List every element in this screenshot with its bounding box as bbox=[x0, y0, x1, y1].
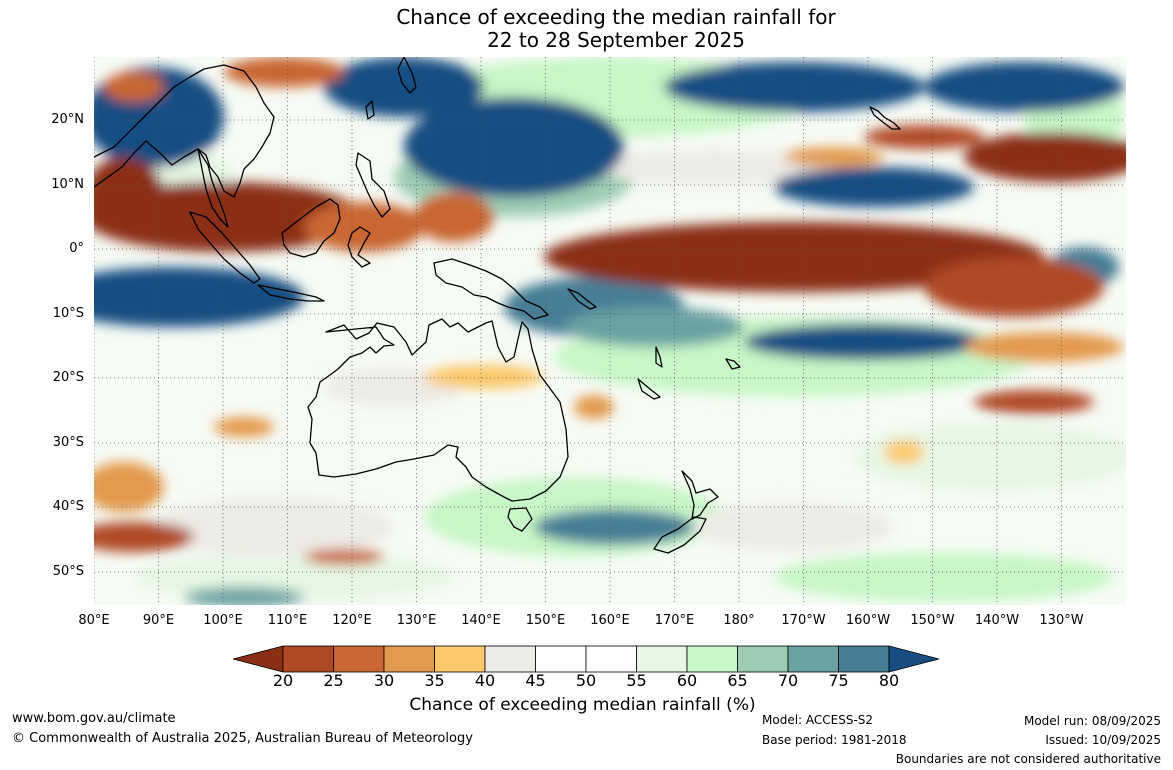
colorbar-segment bbox=[737, 645, 789, 673]
colorbar-tick-40: 40 bbox=[474, 671, 496, 690]
colorbar-tick-35: 35 bbox=[424, 671, 445, 690]
new-guinea-coastline bbox=[433, 258, 549, 320]
new-zealand-south-coastline bbox=[653, 516, 707, 554]
lon-label-110e: 110°E bbox=[267, 613, 308, 628]
taiwan-coastline bbox=[365, 100, 375, 120]
colorbar-segment bbox=[787, 645, 839, 673]
borneo-coastline bbox=[281, 198, 341, 258]
model-name: Model: ACCESS-S2 bbox=[762, 713, 874, 727]
lat-label-20n: 20°N bbox=[51, 112, 84, 127]
colorbar-extend-low bbox=[233, 645, 284, 673]
new-zealand-north-coastline bbox=[681, 470, 719, 520]
base-period: Base period: 1981-2018 bbox=[762, 733, 907, 747]
colorbar-tick-60: 60 bbox=[676, 671, 698, 690]
colorbar-tick-70: 70 bbox=[777, 671, 799, 690]
coastlines bbox=[94, 57, 901, 554]
colorbar-tick-65: 65 bbox=[727, 671, 748, 690]
colorbar-segment bbox=[686, 645, 738, 673]
colorbar-segment bbox=[585, 645, 637, 673]
colorbar-segment bbox=[636, 645, 688, 673]
lon-label-170w: 170°W bbox=[781, 613, 826, 628]
colorbar-segment bbox=[535, 645, 587, 673]
lon-label-150e: 150°E bbox=[525, 613, 566, 628]
graticule bbox=[94, 57, 1126, 605]
solomon-islands-coastline bbox=[567, 288, 597, 310]
colorbar-tick-20: 20 bbox=[272, 671, 294, 690]
colorbar-tick-80: 80 bbox=[878, 671, 900, 690]
java-coastline bbox=[257, 284, 325, 302]
lon-label-90e: 90°E bbox=[142, 613, 175, 628]
colorbar-segment bbox=[383, 645, 435, 673]
lat-label-50s: 50°S bbox=[52, 564, 84, 579]
lon-label-130e: 130°E bbox=[396, 613, 437, 628]
lon-label-100e: 100°E bbox=[203, 613, 243, 628]
lon-label-180: 180° bbox=[723, 613, 755, 628]
lat-label-0: 0° bbox=[69, 241, 84, 256]
colorbar-tick-25: 25 bbox=[323, 671, 344, 690]
website-link[interactable]: www.bom.gov.au/climate bbox=[12, 711, 176, 726]
colorbar-segment bbox=[434, 645, 486, 673]
lon-label-170e: 170°E bbox=[654, 613, 695, 628]
sumatra-coastline bbox=[189, 211, 261, 284]
colorbar-extend-high bbox=[888, 645, 939, 673]
japan-coastline bbox=[397, 57, 417, 94]
lon-label-120e: 120°E bbox=[332, 613, 372, 628]
lon-label-140e: 140°E bbox=[461, 613, 501, 628]
probability-field bbox=[94, 57, 1126, 605]
colorbar-tick-55: 55 bbox=[626, 671, 647, 690]
colorbar-segment bbox=[333, 645, 385, 673]
asia-mainland-coastline bbox=[94, 64, 275, 198]
hawaii-coastline bbox=[869, 106, 901, 130]
colorbar-tick-50: 50 bbox=[575, 671, 597, 690]
colorbar-segment bbox=[282, 645, 334, 673]
philippines-coastline bbox=[355, 152, 391, 218]
malay-peninsula-coastline bbox=[197, 148, 229, 228]
issued-date: Issued: 10/09/2025 bbox=[1045, 733, 1161, 747]
map-title-line2: 22 to 28 September 2025 bbox=[487, 28, 745, 52]
colorbar-title: Chance of exceeding median rainfall (%) bbox=[409, 695, 756, 715]
lat-label-10s: 10°S bbox=[52, 306, 84, 321]
fiji-coastline bbox=[725, 358, 741, 370]
colorbar-segment bbox=[484, 645, 536, 673]
lat-label-10n: 10°N bbox=[51, 177, 84, 192]
lat-label-40s: 40°S bbox=[52, 499, 84, 514]
tasmania-coastline bbox=[507, 507, 533, 532]
lon-label-160w: 160°W bbox=[845, 613, 891, 628]
sulawesi-coastline bbox=[347, 226, 371, 268]
colorbar bbox=[233, 645, 939, 673]
colorbar-segment bbox=[838, 645, 890, 673]
vanuatu-coastline bbox=[655, 346, 663, 368]
copyright-text: © Commonwealth of Australia 2025, Austra… bbox=[12, 731, 473, 746]
lon-label-80e: 80°E bbox=[78, 613, 110, 628]
boundaries-disclaimer: Boundaries are not considered authoritat… bbox=[895, 752, 1161, 766]
lon-label-150w: 150°W bbox=[910, 613, 955, 628]
model-run-date: Model run: 08/09/2025 bbox=[1023, 714, 1161, 728]
rainfall-probability-map bbox=[94, 57, 1126, 605]
lat-label-20s: 20°S bbox=[52, 370, 84, 385]
colorbar-tick-45: 45 bbox=[525, 671, 546, 690]
colorbar-tick-75: 75 bbox=[828, 671, 849, 690]
lon-label-140w: 140°W bbox=[974, 613, 1020, 628]
colorbar-tick-30: 30 bbox=[373, 671, 395, 690]
lon-label-130w: 130°W bbox=[1039, 613, 1084, 628]
lat-label-30s: 30°S bbox=[52, 435, 84, 450]
lon-label-160e: 160°E bbox=[590, 613, 630, 628]
australia-coastline bbox=[307, 318, 569, 502]
map-title-line1: Chance of exceeding the median rainfall … bbox=[396, 5, 836, 29]
new-caledonia-coastline bbox=[637, 378, 661, 400]
